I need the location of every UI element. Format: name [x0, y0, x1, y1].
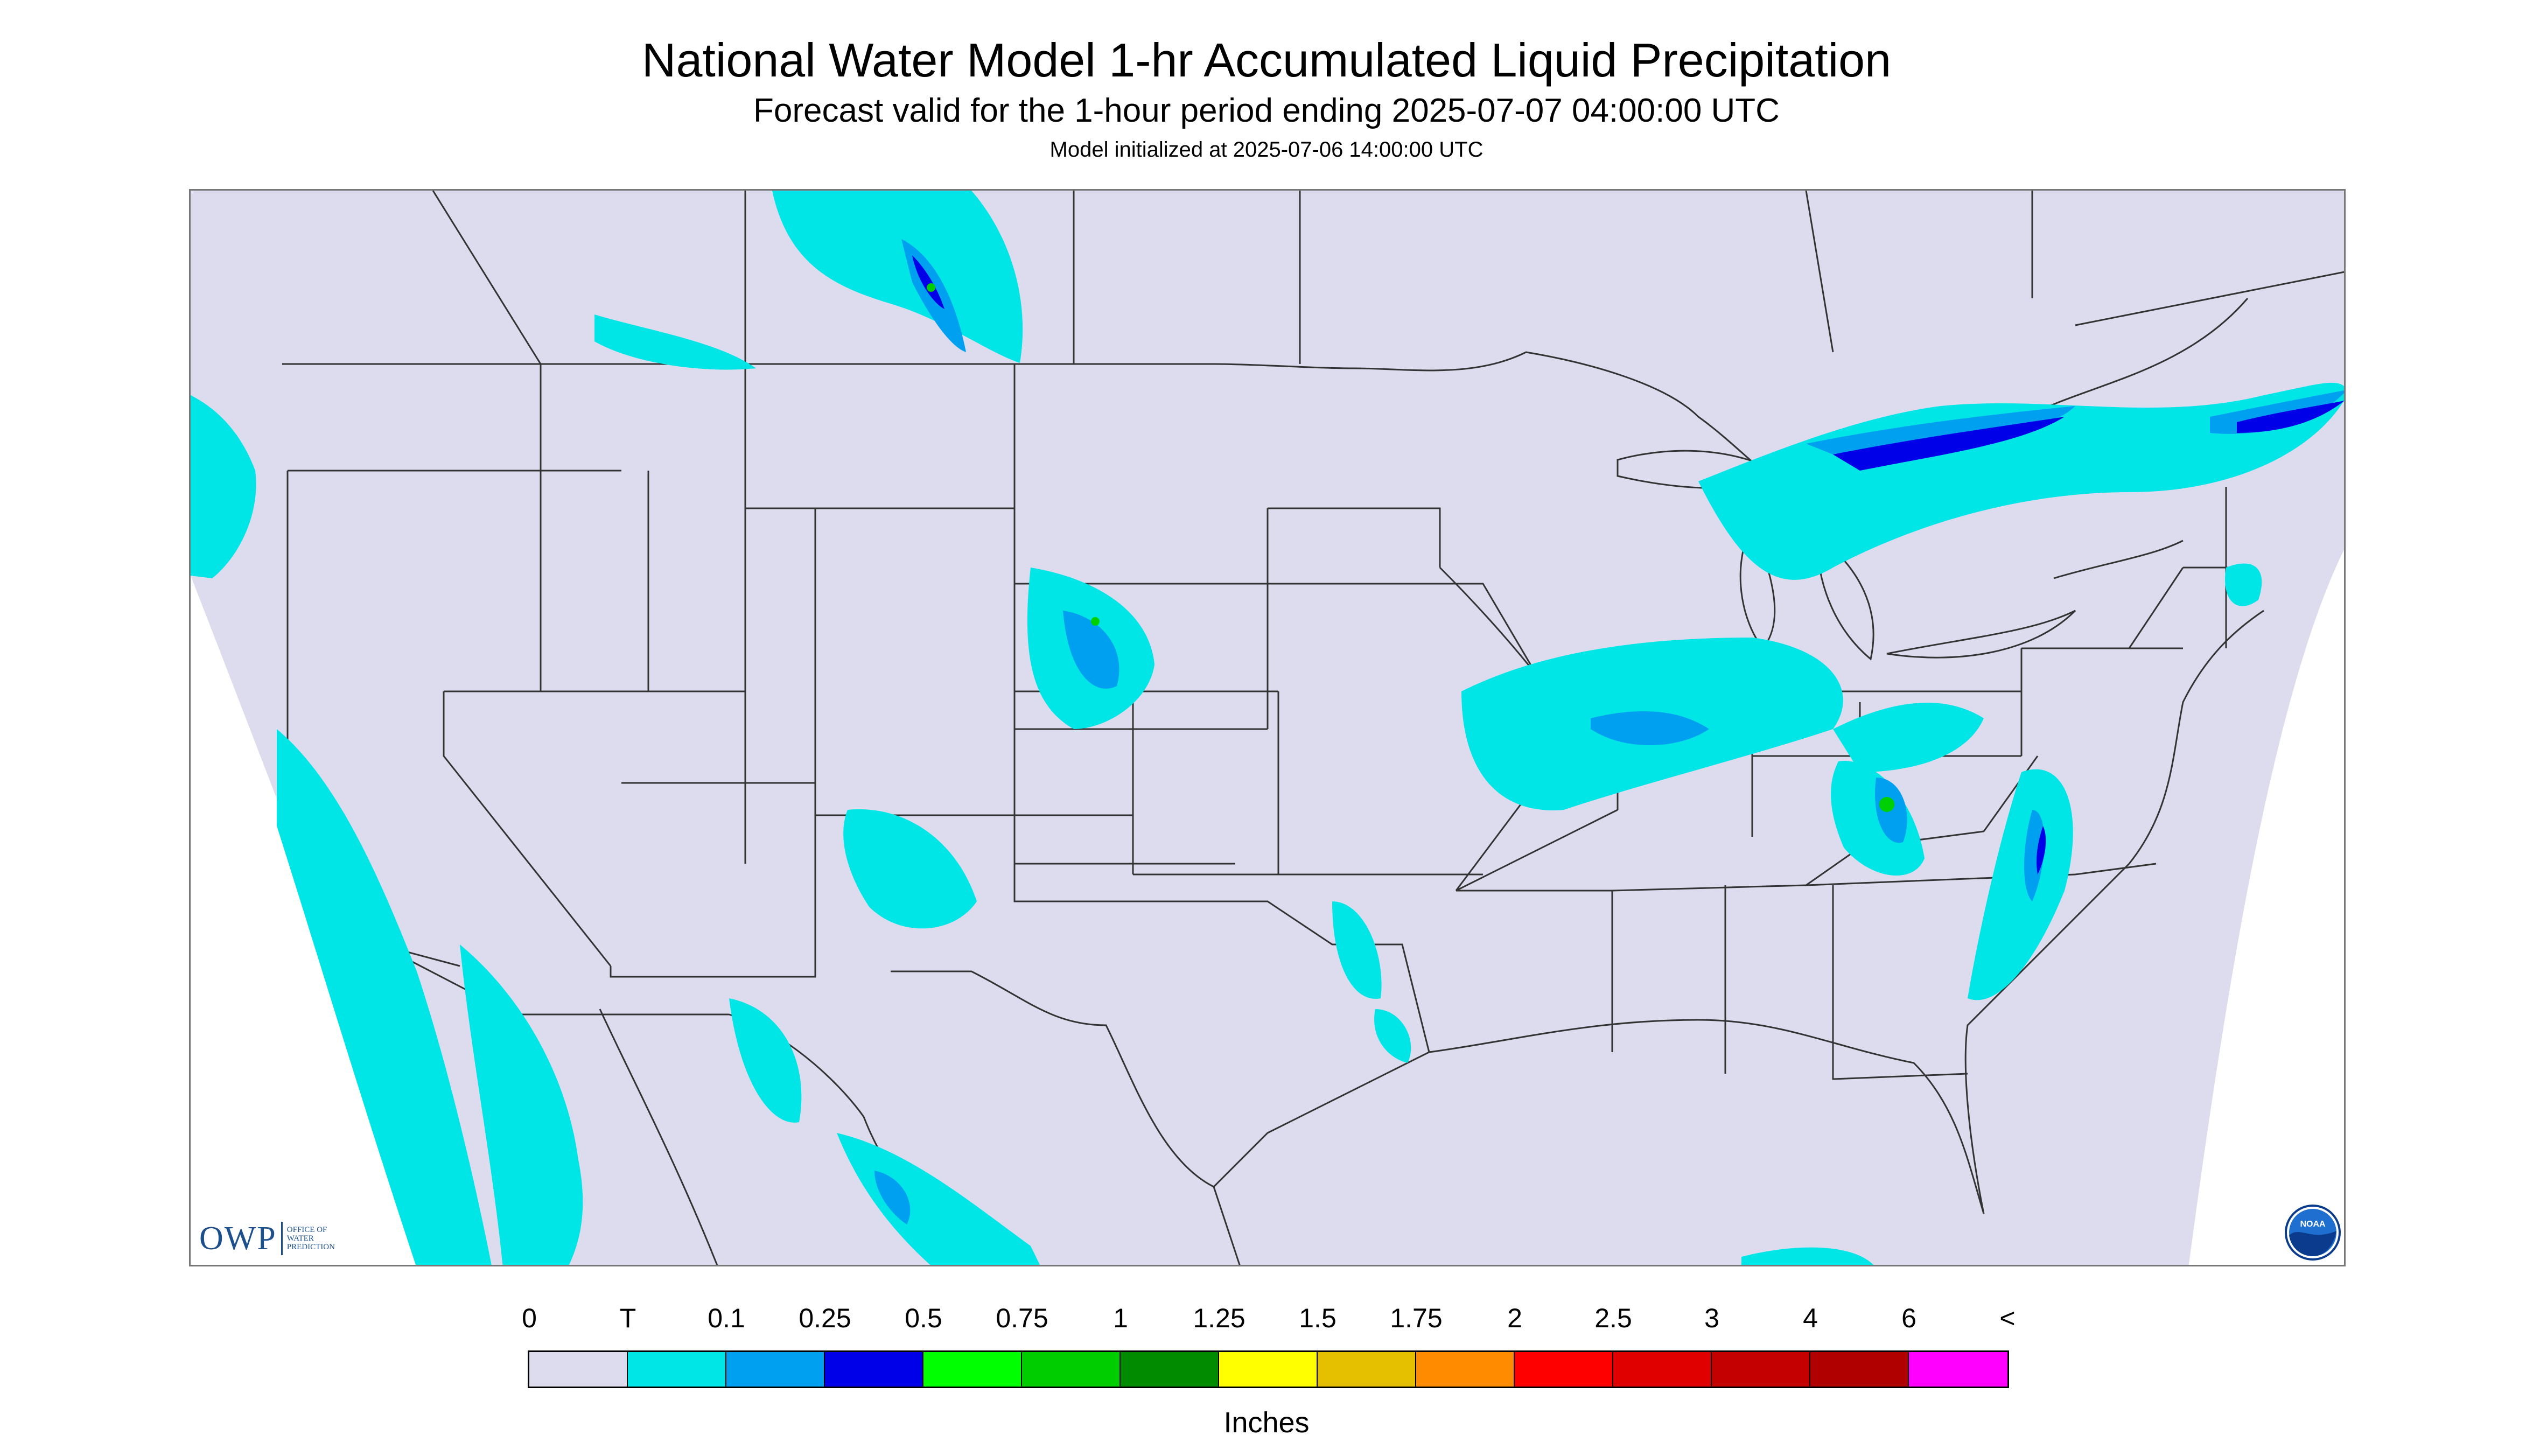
legend-tick-label: 3: [1704, 1303, 1719, 1333]
precip-heavy-areas: [927, 283, 1894, 812]
legend-units: Inches: [1223, 1406, 1310, 1439]
map-canvas: [191, 191, 2344, 1265]
legend-swatch: [628, 1352, 726, 1387]
legend-swatch: [1219, 1352, 1318, 1387]
legend-tick-label: T: [619, 1303, 636, 1333]
legend-tick-label: 0.5: [905, 1303, 942, 1333]
legend-swatch: [529, 1352, 628, 1387]
legend-tick-label: 2: [1507, 1303, 1522, 1333]
legend-tick-label: 1: [1113, 1303, 1128, 1333]
svg-text:NOAA: NOAA: [2300, 1220, 2326, 1229]
legend-tick-label: 1.25: [1193, 1303, 1245, 1333]
legend-tick-label: 6: [1901, 1303, 1916, 1333]
legend-tick-label: 0.75: [996, 1303, 1048, 1333]
legend-ticks: 0 T 0.1 0.25 0.5 0.75 1 1.25 1.5 1.75 2 2.5 3 4 6 <: [0, 1302, 2533, 1340]
legend-tick-label: 0.1: [708, 1303, 745, 1333]
legend-swatch: [726, 1352, 825, 1387]
map-title: National Water Model 1-hr Accumulated Li…: [641, 33, 1892, 87]
legend-swatch: [1712, 1352, 1810, 1387]
legend-swatch: [825, 1352, 923, 1387]
legend-tick-label: 1.5: [1299, 1303, 1337, 1333]
legend-tick-label: 0.25: [799, 1303, 851, 1333]
legend-swatch: [1515, 1352, 1613, 1387]
legend-tick-label: <: [1999, 1303, 2016, 1333]
legend-swatch: [1121, 1352, 1219, 1387]
legend-tick-label: 1.75: [1390, 1303, 1443, 1333]
legend-swatch: [1318, 1352, 1416, 1387]
noaa-logo-icon: NOAA: [2285, 1205, 2341, 1261]
model-init-time: Model initialized at 2025-07-06 14:00:00…: [1049, 138, 1484, 162]
map-subtitle: Forecast valid for the 1-hour period end…: [753, 92, 1780, 129]
owp-separator: [281, 1222, 283, 1255]
legend-swatch: [1909, 1352, 2007, 1387]
precip-trace-areas: [191, 191, 2344, 1265]
precipitation-map: [189, 189, 2346, 1266]
legend-color-bar: [528, 1350, 2009, 1388]
legend-tick-label: 4: [1803, 1303, 1818, 1333]
owp-logo-icon: OWP OFFICE OF WATER PREDICTION: [199, 1217, 335, 1260]
owp-mark: OWP: [199, 1220, 277, 1257]
legend-swatch: [1613, 1352, 1712, 1387]
legend-swatch: [1022, 1352, 1121, 1387]
legend-tick-label: 0: [522, 1303, 537, 1333]
legend-tick-label: 2.5: [1594, 1303, 1632, 1333]
legend-swatch: [923, 1352, 1022, 1387]
owp-text: OFFICE OF WATER PREDICTION: [286, 1226, 335, 1251]
legend-swatch: [1810, 1352, 1909, 1387]
precip-moderate-areas: [912, 255, 2344, 874]
legend-swatch: [1416, 1352, 1515, 1387]
